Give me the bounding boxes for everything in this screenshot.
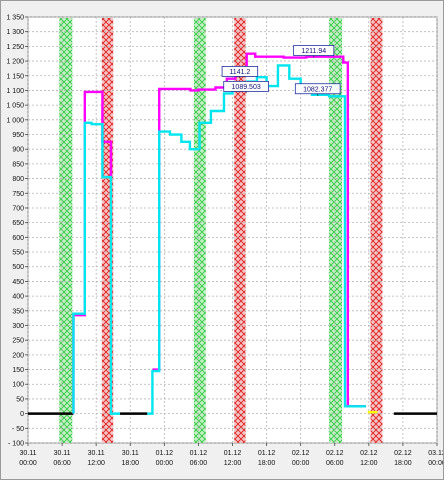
y-tick-label: 150 xyxy=(12,367,24,374)
x-tick-date: 02.12 xyxy=(326,450,344,457)
y-tick-label: 900 xyxy=(12,147,24,154)
x-tick-date: 02.12 xyxy=(394,450,412,457)
y-tick-label: 1 350 xyxy=(6,15,24,22)
x-tick-time: 12:00 xyxy=(224,460,242,467)
red-band xyxy=(234,18,246,443)
x-axis-ticks: 30.11 00:00 30.11 06:00 30.11 12:00 30.11 18:00… xyxy=(19,443,444,467)
y-tick-label: 1 200 xyxy=(6,59,24,66)
x-tick-time: 18:00 xyxy=(394,460,412,467)
y-tick-label: 1 050 xyxy=(6,103,24,110)
green-band xyxy=(329,18,343,443)
annotation-label: 1211.94 xyxy=(301,48,326,55)
x-tick-date: 02.12 xyxy=(360,450,378,457)
x-tick-date: 03.12 xyxy=(428,450,443,457)
y-tick-label: 650 xyxy=(12,220,24,227)
annotation-box xyxy=(294,83,341,95)
annotation-box xyxy=(293,45,335,56)
y-tick-label: 1 000 xyxy=(6,117,24,124)
y-tick-label: 1 300 xyxy=(6,29,24,36)
y-tick-label: 250 xyxy=(12,338,24,345)
annotation-label: 1089.503 xyxy=(232,84,261,91)
y-tick-label: 100 xyxy=(12,382,24,389)
x-tick-time: 06:00 xyxy=(190,460,208,467)
x-tick-date: 01.12 xyxy=(224,450,242,457)
y-tick-label: 200 xyxy=(12,352,24,359)
x-tick-date: 02.12 xyxy=(292,450,310,457)
x-tick-time: 12:00 xyxy=(360,460,378,467)
x-tick-time: 00:00 xyxy=(428,460,443,467)
x-tick-time: 18:00 xyxy=(121,460,139,467)
x-tick-date: 01.12 xyxy=(258,450,276,457)
x-tick-date: 01.12 xyxy=(156,450,174,457)
y-tick-label: 800 xyxy=(12,176,24,183)
y-tick-label: - 100 xyxy=(8,441,24,448)
x-tick-time: 00:00 xyxy=(292,460,310,467)
y-tick-label: 750 xyxy=(12,191,24,198)
x-tick-date: 30.11 xyxy=(122,450,139,457)
green-band xyxy=(59,18,73,443)
y-tick-label: 50 xyxy=(16,396,24,403)
y-tick-label: 700 xyxy=(12,205,24,212)
x-tick-date: 01.12 xyxy=(190,450,208,457)
y-tick-label: 350 xyxy=(12,308,24,315)
annotation-label: 1082.377 xyxy=(303,86,332,93)
y-axis-ticks: - 100 - 50 0 50 100 150 200 250 300 350 400 450 500 5… xyxy=(6,15,28,448)
series-line xyxy=(72,121,121,415)
x-tick-time: 06:00 xyxy=(326,460,344,467)
red-band xyxy=(370,18,383,443)
annotation-box xyxy=(223,80,269,92)
annotation-label: 1141.2 xyxy=(229,69,250,76)
y-tick-label: 400 xyxy=(12,294,24,301)
x-tick-time: 00:00 xyxy=(19,460,37,467)
y-tick-label: 300 xyxy=(12,323,24,330)
y-tick-label: 1 150 xyxy=(6,73,24,80)
green-band xyxy=(193,18,206,443)
x-tick-time: 18:00 xyxy=(258,460,276,467)
y-tick-label: 950 xyxy=(12,132,24,139)
x-tick-date: 30.11 xyxy=(88,450,105,457)
y-tick-label: 1 100 xyxy=(6,88,24,95)
y-tick-label: 1 250 xyxy=(6,44,24,51)
series-line xyxy=(72,90,113,414)
y-tick-label: 450 xyxy=(12,279,24,286)
x-tick-date: 30.11 xyxy=(54,450,71,457)
y-tick-label: 600 xyxy=(12,235,24,242)
shaded-bands xyxy=(59,18,383,443)
y-tick-label: - 50 xyxy=(12,426,24,433)
annotation-box xyxy=(221,66,259,77)
gridlines xyxy=(27,16,438,444)
y-tick-label: 550 xyxy=(12,250,24,257)
x-tick-time: 12:00 xyxy=(87,460,105,467)
red-band xyxy=(101,18,114,443)
y-tick-label: 0 xyxy=(20,411,24,418)
value-annotations: 1211.94 1141.2 1089.503 1082.377 xyxy=(221,45,341,96)
x-tick-time: 00:00 xyxy=(156,460,174,467)
y-tick-label: 500 xyxy=(12,264,24,271)
x-tick-time: 06:00 xyxy=(53,460,71,467)
x-tick-date: 30.11 xyxy=(20,450,37,457)
y-tick-label: 850 xyxy=(12,161,24,168)
